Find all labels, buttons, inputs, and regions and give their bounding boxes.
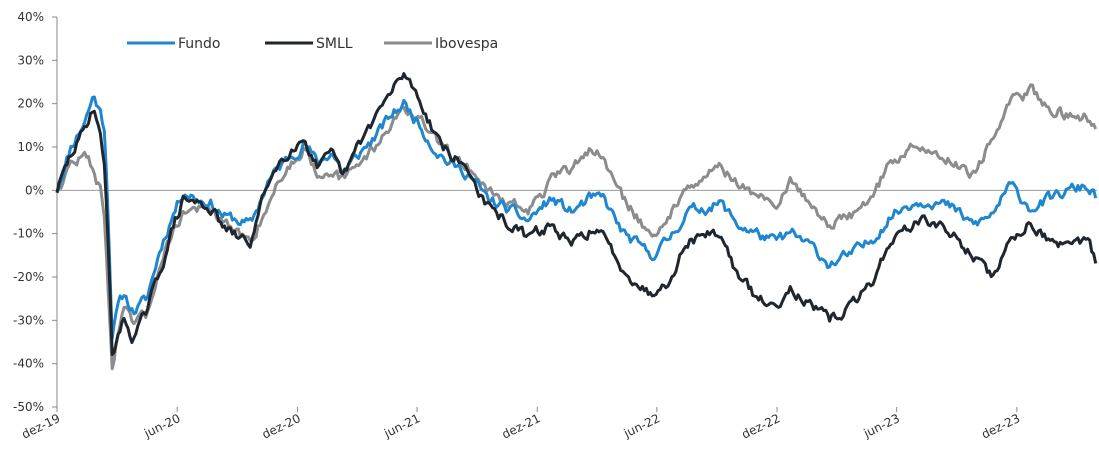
x-tick-label: jun-20 xyxy=(141,411,182,441)
x-tick-label: dez-20 xyxy=(260,411,303,442)
series-line-ibovespa xyxy=(55,83,1098,371)
y-tick-label: -30% xyxy=(13,313,44,327)
x-tick-label: jun-22 xyxy=(621,411,662,441)
series-line-smll xyxy=(55,72,1098,356)
x-tick-label: dez-22 xyxy=(739,411,782,442)
legend-label-ibovespa: Ibovespa xyxy=(435,36,498,52)
legend-label-smll: SMLL xyxy=(316,36,353,52)
y-tick-label: 30% xyxy=(17,53,44,67)
x-axis: dez-19 jun-20 dez-20 jun-21 dez-21 jun-22 dez-… xyxy=(19,407,1022,442)
series-line-fundo xyxy=(55,95,1098,340)
y-tick-label: -40% xyxy=(13,357,44,371)
y-axis: 40% 30% 20% 10% 0% -10% -20% -30% -40% -50% xyxy=(13,10,1097,414)
y-tick-label: -20% xyxy=(13,270,44,284)
x-tick-label: dez-21 xyxy=(500,411,543,442)
legend-label-fundo: Fundo xyxy=(178,36,221,52)
series-lines xyxy=(55,72,1098,371)
x-tick-label: jun-23 xyxy=(861,411,902,441)
y-tick-label: -10% xyxy=(13,227,44,241)
legend: Fundo SMLL Ibovespa xyxy=(127,36,498,52)
x-tick-label: dez-23 xyxy=(979,411,1022,442)
y-tick-label: 0% xyxy=(25,183,44,197)
y-tick-label: -50% xyxy=(13,400,44,414)
y-tick-label: 20% xyxy=(17,97,44,111)
x-tick-label: dez-19 xyxy=(19,411,62,442)
y-tick-label: 10% xyxy=(17,140,44,154)
y-tick-label: 40% xyxy=(17,10,44,24)
x-tick-label: jun-21 xyxy=(381,411,422,441)
